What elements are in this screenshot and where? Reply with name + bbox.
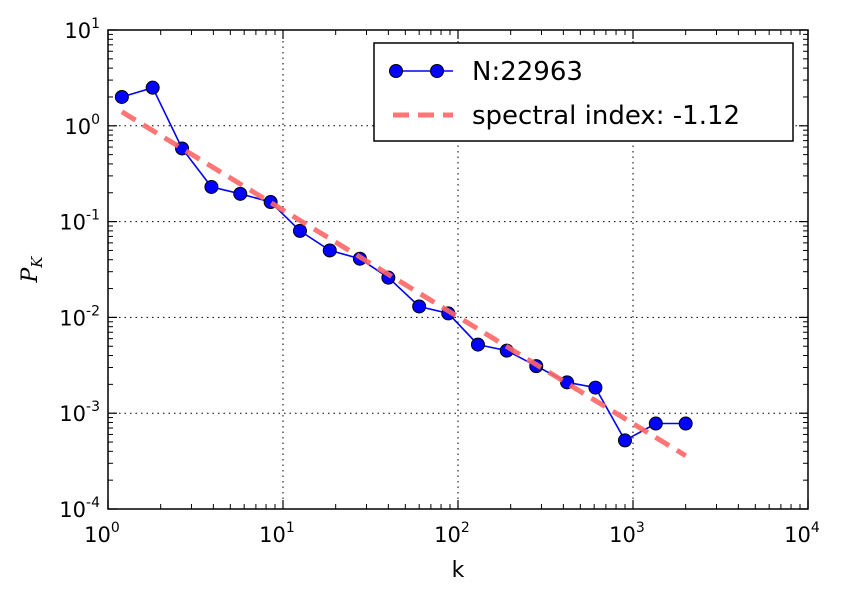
- x-axis-title: k: [452, 558, 465, 583]
- legend-label: spectral index: -1.12: [472, 101, 740, 131]
- y-tick-label: 10-1: [59, 208, 100, 235]
- plot-area: [114, 80, 693, 458]
- tick-labels: 100 101 102 103 104 10-4 10-3 10-2 10-1 100 101: [59, 16, 820, 547]
- data-point: [588, 380, 603, 395]
- data-point: [233, 186, 248, 201]
- y-tick-label: 10-3: [59, 399, 100, 426]
- data-point: [204, 179, 219, 194]
- data-point: [145, 80, 160, 95]
- x-tick-label: 101: [259, 520, 295, 547]
- data-point: [412, 299, 427, 314]
- data-point: [678, 416, 693, 431]
- svg-text:PK: PK: [18, 256, 46, 284]
- legend-swatch-marker: [430, 64, 444, 78]
- legend-label: N:22963: [472, 57, 583, 87]
- ticks: [107, 29, 809, 510]
- data-point: [322, 243, 337, 258]
- y-tick-label: 10-2: [59, 303, 100, 330]
- y-axis-title-subscript: K: [28, 256, 46, 269]
- data-point: [470, 337, 485, 352]
- y-axis-title: PK: [18, 256, 46, 284]
- x-tick-label: 102: [434, 520, 470, 547]
- legend-box: [373, 42, 794, 142]
- data-point: [648, 416, 663, 431]
- y-tick-label: 101: [64, 16, 100, 43]
- x-tick-label: 104: [784, 520, 820, 547]
- x-tick-label: 100: [84, 520, 120, 547]
- data-point: [617, 433, 632, 448]
- series-fit-line: [120, 109, 688, 458]
- y-axis-title-main: P: [18, 267, 43, 284]
- y-tick-label: 10-4: [59, 495, 100, 522]
- y-tick-label: 100: [64, 112, 100, 139]
- legend: N:22963 spectral index: -1.12: [373, 42, 794, 142]
- x-tick-label: 103: [609, 520, 645, 547]
- legend-swatch-marker: [389, 64, 403, 78]
- data-point: [114, 89, 129, 104]
- data-point: [292, 223, 307, 238]
